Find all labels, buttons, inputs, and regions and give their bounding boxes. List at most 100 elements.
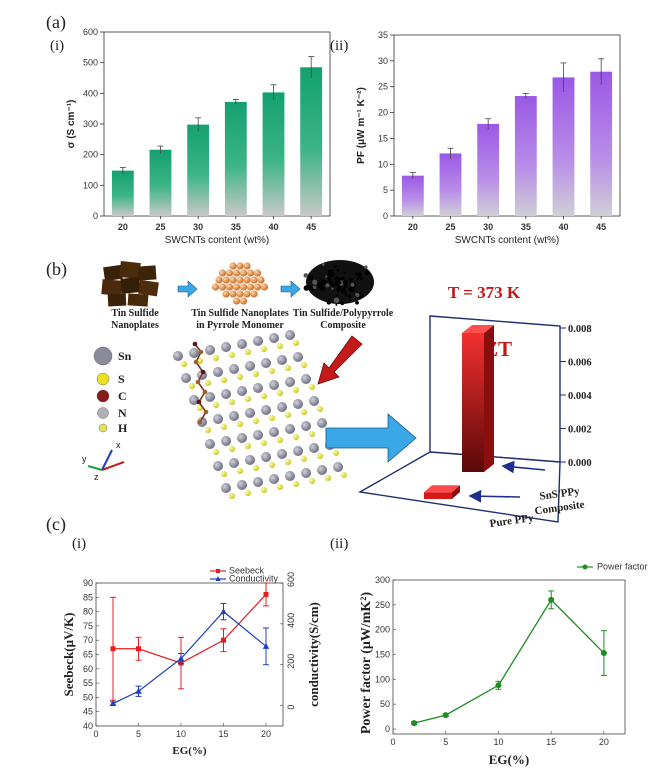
arrow-right-icon: [177, 280, 198, 298]
polymer-atom: [202, 389, 208, 395]
y-tick-label: 100: [83, 180, 98, 190]
y-tick-label: 200: [83, 150, 98, 160]
x-tick-label: 40: [268, 222, 278, 232]
x-tick-label: 0: [93, 729, 98, 739]
y-tick-label: 15: [378, 133, 388, 143]
y-tick-label: 300: [83, 119, 98, 129]
nanoparticle: [236, 276, 244, 284]
composite-grain: [359, 276, 363, 281]
legend-marker: [582, 564, 588, 570]
tin-atom: [205, 345, 215, 355]
chart-c-i: 40 45 50 55 60 65 70 75 80 85 90 0 200 400 600 0 5 10 15 20…: [61, 566, 321, 758]
data-point: [135, 687, 142, 694]
sulfur-atom: [253, 465, 259, 471]
x-tick-label: 35: [231, 222, 241, 232]
composite-grain: [325, 275, 328, 278]
step3-label-line2: Composite: [320, 320, 366, 331]
bar: [300, 67, 323, 217]
nanoparticle: [257, 276, 265, 284]
legend-marker: [216, 569, 220, 573]
sulfur-atom: [237, 468, 243, 474]
tin-atom: [301, 468, 311, 478]
y-tick-label: 90: [83, 578, 93, 588]
composite-grain: [354, 272, 358, 275]
category-arrow: [468, 489, 521, 503]
sulfur-atom: [269, 415, 275, 421]
sulfur-atom: [221, 424, 227, 430]
sulfur-atom: [213, 355, 219, 361]
x-tick-label: 45: [596, 222, 606, 232]
nanoplates-image: [101, 260, 159, 307]
y-axis-label: Power factor (μW/mK²): [359, 592, 374, 735]
legend-label-h: H: [118, 421, 128, 435]
sulfur-atom: [277, 390, 283, 396]
sulfur-atom: [333, 450, 339, 456]
tin-atom: [301, 374, 311, 384]
tin-atom: [221, 389, 231, 399]
sulfur-atom: [261, 440, 267, 446]
tin-atom: [277, 402, 287, 412]
step1-label-line1: Tin Sulfide: [111, 308, 159, 319]
axis-triad-icon: x y z: [82, 440, 125, 482]
y-tick-label: 5: [383, 185, 388, 195]
polymer-atom: [196, 399, 202, 405]
z-tick-label: 0.004: [568, 391, 592, 402]
zt-bar-pure-top: [424, 485, 460, 493]
y-tick-label: 30: [378, 56, 388, 66]
bar: [401, 175, 424, 216]
x-axis-label: EG(%): [489, 752, 529, 767]
sulfur-atom: [293, 340, 299, 346]
step1-label-line2: Nanoplates: [111, 320, 159, 331]
legend-label-n: N: [118, 406, 127, 420]
composite-grain: [356, 272, 363, 278]
nanoparticle: [225, 283, 234, 291]
data-point: [263, 591, 269, 597]
y-tick-label: 65: [83, 650, 93, 660]
sulfur-atom: [213, 402, 219, 408]
sulfur-atom: [285, 412, 291, 418]
sulfur-atom: [253, 371, 259, 377]
x-tick-label: 35: [521, 222, 531, 232]
series-line: [413, 598, 605, 724]
x-tick-label: 15: [218, 729, 228, 739]
step3-label-line1: Tin Sulfide/Polypyrrole: [293, 308, 394, 319]
tin-atom: [213, 367, 223, 377]
crystal-structure-image: [173, 330, 347, 499]
legend-atom-h: [98, 423, 108, 433]
polymer-atom: [198, 349, 204, 355]
composite-grain: [308, 274, 314, 281]
y-tick-label: 55: [83, 678, 93, 688]
nanoplates-in-monomer-image: [211, 262, 269, 305]
nanoparticle: [232, 269, 241, 277]
sulfur-atom: [221, 377, 227, 383]
tin-atom: [293, 446, 303, 456]
nanoparticle: [232, 283, 241, 291]
tin-atom: [221, 483, 231, 493]
nanoparticle: [225, 269, 234, 277]
composite-grain: [328, 278, 332, 283]
synthesis-diagram: Tin Sulfide Nanoplates Tin Sulfide Nanop…: [82, 260, 417, 499]
composite-grain: [312, 285, 317, 290]
panel-label-c: (c): [46, 514, 66, 535]
composite-grain: [349, 277, 354, 282]
tin-atom: [221, 436, 231, 446]
composite-grain: [334, 279, 341, 286]
y-tick-label: 0: [385, 724, 390, 734]
composite-grain: [321, 262, 325, 266]
composite-grain: [333, 297, 340, 303]
nanoparticle: [218, 283, 227, 291]
x-axis-label: SWCNTs content (wt%): [455, 235, 559, 246]
tin-atom: [229, 458, 239, 468]
nanoparticle: [218, 269, 227, 277]
tin-atom: [269, 474, 279, 484]
sulfur-atom: [293, 387, 299, 393]
zt-bar-composite: [462, 332, 484, 472]
category-arrow: [501, 460, 546, 474]
chart-a-i: 0 100 200 300 400 500 600 20 25 30 35 40 45 SWCNTs co…: [66, 27, 331, 246]
nanoparticle: [222, 276, 230, 284]
y2-tick-label: 600: [286, 572, 296, 587]
legend-atom-s: [96, 372, 110, 386]
zt-bar-composite-side: [484, 324, 494, 472]
sulfur-atom: [325, 475, 331, 481]
x-tick-label: 20: [599, 737, 609, 747]
